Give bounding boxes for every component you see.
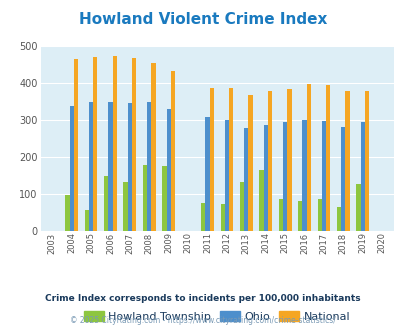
Bar [282, 122, 287, 231]
Bar [93, 57, 97, 231]
Bar [143, 165, 147, 231]
Bar [302, 120, 306, 231]
Bar [112, 56, 117, 231]
Bar [360, 122, 364, 231]
Bar [123, 182, 128, 231]
Bar [151, 63, 155, 231]
Bar [162, 166, 166, 231]
Bar [306, 84, 310, 231]
Bar [147, 102, 151, 231]
Bar [267, 91, 271, 231]
Bar [259, 170, 263, 231]
Bar [356, 184, 360, 231]
Bar [104, 176, 108, 231]
Bar [171, 71, 175, 231]
Bar [336, 207, 340, 231]
Bar [89, 102, 93, 231]
Bar [317, 199, 321, 231]
Bar [128, 104, 132, 231]
Legend: Howland Township, Ohio, National: Howland Township, Ohio, National [79, 307, 354, 326]
Bar [205, 117, 209, 231]
Bar [325, 85, 330, 231]
Bar [200, 203, 205, 231]
Bar [278, 199, 282, 231]
Bar [243, 128, 248, 231]
Bar [132, 58, 136, 231]
Text: Crime Index corresponds to incidents per 100,000 inhabitants: Crime Index corresponds to incidents per… [45, 294, 360, 303]
Bar [321, 121, 325, 231]
Bar [263, 124, 267, 231]
Text: © 2025 CityRating.com - https://www.cityrating.com/crime-statistics/: © 2025 CityRating.com - https://www.city… [70, 315, 335, 325]
Bar [220, 204, 224, 231]
Bar [209, 87, 213, 231]
Text: Howland Violent Crime Index: Howland Violent Crime Index [79, 12, 326, 27]
Bar [85, 210, 89, 231]
Bar [228, 88, 233, 231]
Bar [108, 102, 112, 231]
Bar [340, 127, 345, 231]
Bar [65, 195, 69, 231]
Bar [248, 95, 252, 231]
Bar [287, 89, 291, 231]
Bar [297, 201, 302, 231]
Bar [166, 109, 171, 231]
Bar [69, 107, 74, 231]
Bar [364, 91, 368, 231]
Bar [345, 90, 349, 231]
Bar [239, 182, 243, 231]
Bar [74, 59, 78, 231]
Bar [224, 120, 228, 231]
